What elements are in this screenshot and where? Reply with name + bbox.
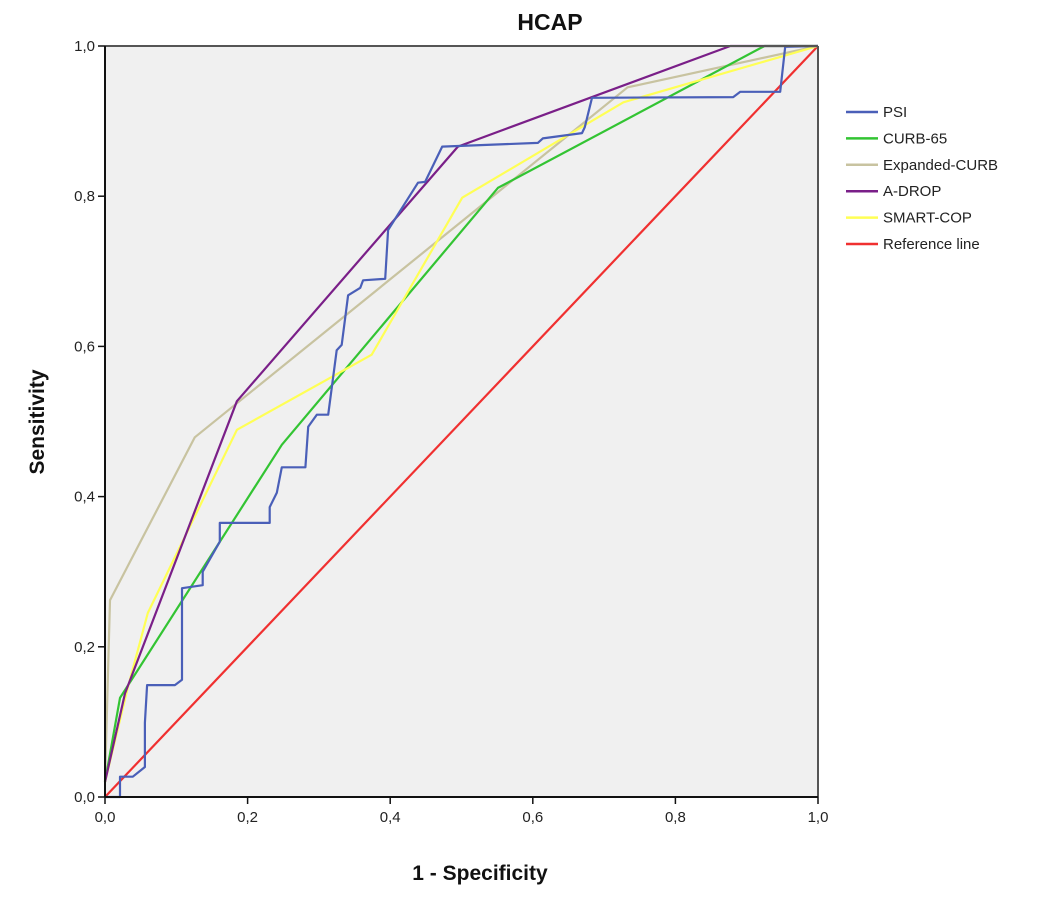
x-tick-label: 0,8: [665, 809, 686, 826]
legend-item: SMART-COP: [846, 210, 972, 227]
legend-item: Expanded-CURB: [846, 157, 998, 174]
x-tick-label: 0,6: [522, 809, 543, 826]
legend: PSI CURB-65 Expanded-CURB A-DROP SMART-COP Re…: [846, 104, 998, 253]
y-tick-label: 0,0: [74, 789, 95, 806]
y-tick-label: 0,4: [74, 489, 95, 506]
x-tick-label: 0,4: [380, 809, 401, 826]
series-line-psi: [105, 44, 819, 799]
x-axis-label: 1 - Specificity: [412, 862, 548, 885]
axis-ticks: 0,00,0 0,2 0,2 0,4 0,4 0,6 0,6 0,8 0,8 1,0 1,0: [74, 38, 828, 826]
x-tick-label: 1,0: [808, 809, 829, 826]
legend-item: Reference line: [846, 236, 980, 253]
legend-item: A-DROP: [846, 183, 941, 200]
y-tick-label: 1,0: [74, 38, 95, 55]
series-layer: [103, 44, 819, 799]
y-tick-label: 0,2: [74, 639, 95, 656]
y-tick-label: 0,8: [74, 188, 95, 205]
legend-label: PSI: [883, 104, 907, 121]
legend-label: CURB-65: [883, 130, 947, 147]
series-line-expanded-curb: [103, 44, 819, 783]
series-line-reference-line: [104, 45, 819, 798]
legend-label: SMART-COP: [883, 210, 972, 227]
legend-item: CURB-65: [846, 130, 947, 147]
y-axis-label: Sensitivity: [26, 369, 49, 474]
legend-label: A-DROP: [883, 183, 941, 200]
x-tick-label: 0,0: [95, 809, 116, 826]
legend-label: Reference line: [883, 236, 980, 253]
y-tick-label: 0,6: [74, 338, 95, 355]
legend-label: Expanded-CURB: [883, 157, 998, 174]
x-tick-label: 0,2: [237, 809, 258, 826]
chart-title: HCAP: [517, 9, 582, 35]
legend-item: PSI: [846, 104, 907, 121]
